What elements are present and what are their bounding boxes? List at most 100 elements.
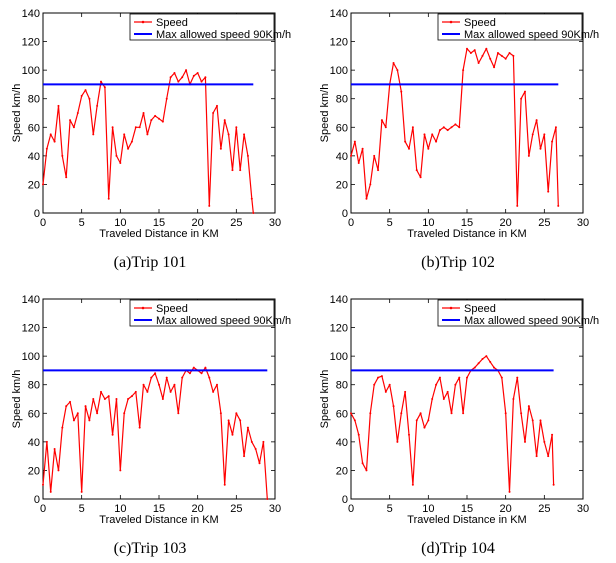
speed-data-point (111, 126, 114, 129)
speed-data-point (404, 390, 407, 393)
speed-data-point (134, 390, 137, 393)
speed-data-point (185, 69, 188, 72)
chart-caption: (d)Trip 104 (421, 540, 495, 557)
speed-data-point (53, 140, 56, 143)
legend-box (129, 299, 275, 327)
y-tick-label: 60 (28, 408, 40, 420)
speed-data-point (435, 140, 438, 143)
y-tick-label: 100 (330, 65, 348, 77)
y-tick-label: 60 (336, 122, 348, 134)
y-tick-label: 0 (342, 208, 348, 220)
x-tick-label: 0 (40, 217, 46, 229)
speed-data-point (158, 383, 160, 386)
speed-chart: 0 5 10 15 20 25 30 0 20 40 60 80 100 120 140 Traveled D… (319, 294, 599, 526)
speed-data-point (146, 390, 149, 393)
legend-marker (141, 306, 145, 310)
x-tick-label: 25 (538, 217, 550, 229)
legend-marker (449, 306, 453, 310)
speed-data-point (438, 129, 441, 132)
speed-data-point (551, 140, 554, 143)
x-tick-label: 20 (500, 503, 512, 515)
speed-data-point (69, 119, 72, 122)
speed-data-point (384, 390, 387, 393)
speed-data-point (431, 398, 434, 400)
speed-data-point (458, 376, 461, 379)
x-tick-label: 15 (153, 217, 165, 229)
speed-chart: 0 5 10 15 20 25 30 0 20 40 60 80 100 120 140 Traveled D… (319, 8, 599, 240)
speed-data-point (223, 483, 226, 486)
x-axis-label: Traveled Distance in KM (99, 514, 218, 526)
y-tick-label: 80 (336, 380, 348, 392)
y-tick-label: 20 (336, 465, 348, 477)
speed-data-point (543, 133, 546, 136)
speed-data-point (500, 54, 503, 57)
speed-data-point (65, 176, 68, 179)
speed-data-point (435, 383, 438, 386)
speed-data-point (65, 405, 68, 408)
speed-data-point (169, 390, 172, 393)
speed-data-point (365, 197, 368, 200)
speed-data-point (477, 362, 480, 365)
x-tick-label: 10 (114, 503, 126, 515)
speed-data-point (357, 162, 360, 164)
speed-data-point (357, 433, 360, 436)
legend-label: Max allowed speed 90Km/h (464, 315, 599, 327)
speed-data-point (111, 433, 114, 436)
speed-data-point (231, 169, 234, 172)
y-tick-label: 40 (28, 437, 40, 449)
speed-data-point (489, 360, 492, 363)
plot-area (42, 298, 276, 500)
speed-data-point (57, 469, 60, 472)
speed-data-point (130, 395, 133, 398)
speed-data-point (516, 376, 519, 379)
speed-data-point (161, 120, 164, 123)
speed-data-point (411, 483, 414, 486)
x-tick-label: 10 (422, 217, 434, 229)
x-tick-label: 30 (269, 217, 281, 229)
speed-data-point (239, 419, 242, 422)
speed-data-point (123, 412, 126, 415)
speed-data-point (454, 123, 457, 126)
speed-data-point (442, 398, 445, 400)
speed-data-point (353, 140, 356, 143)
speed-data-point (547, 190, 550, 193)
speed-data-point (188, 372, 191, 375)
speed-data-point (408, 147, 410, 150)
speed-data-point (231, 433, 234, 436)
speed-data-point (204, 76, 207, 79)
y-tick-label: 140 (330, 8, 348, 20)
speed-data-point (161, 398, 164, 400)
y-tick-label: 40 (28, 151, 40, 163)
speed-data-point (223, 119, 226, 122)
speed-data-point (254, 448, 257, 450)
x-tick-label: 30 (269, 503, 281, 515)
x-tick-label: 10 (422, 503, 434, 515)
speed-data-point (411, 126, 414, 129)
speed-data-point (100, 390, 102, 393)
speed-data-point (423, 133, 426, 136)
speed-data-point (61, 426, 64, 429)
speed-data-point (115, 154, 118, 157)
legend-marker (141, 20, 145, 24)
chart-panel-trip-103: 0 5 10 15 20 25 30 0 20 40 60 80 100 120 140 Traveled D… (0, 286, 300, 561)
speed-data-point (246, 426, 249, 429)
legend-box (129, 13, 275, 41)
speed-data-point (380, 375, 383, 378)
speed-data-point (119, 469, 122, 472)
y-tick-label: 0 (34, 494, 40, 506)
y-tick-label: 20 (28, 465, 40, 477)
speed-data-point (212, 112, 215, 114)
speed-data-point (119, 162, 122, 164)
y-tick-label: 60 (336, 408, 348, 420)
speed-data-point (504, 57, 507, 60)
speed-data-point (524, 440, 526, 443)
speed-data-point (481, 54, 484, 57)
speed-data-point (369, 412, 372, 415)
speed-data-point (239, 169, 242, 172)
speed-data-point (53, 448, 56, 450)
x-tick-label: 15 (461, 217, 473, 229)
legend-label: Max allowed speed 90Km/h (156, 29, 291, 41)
speed-data-point (84, 89, 87, 92)
y-tick-label: 120 (22, 37, 40, 49)
x-tick-label: 30 (577, 503, 589, 515)
